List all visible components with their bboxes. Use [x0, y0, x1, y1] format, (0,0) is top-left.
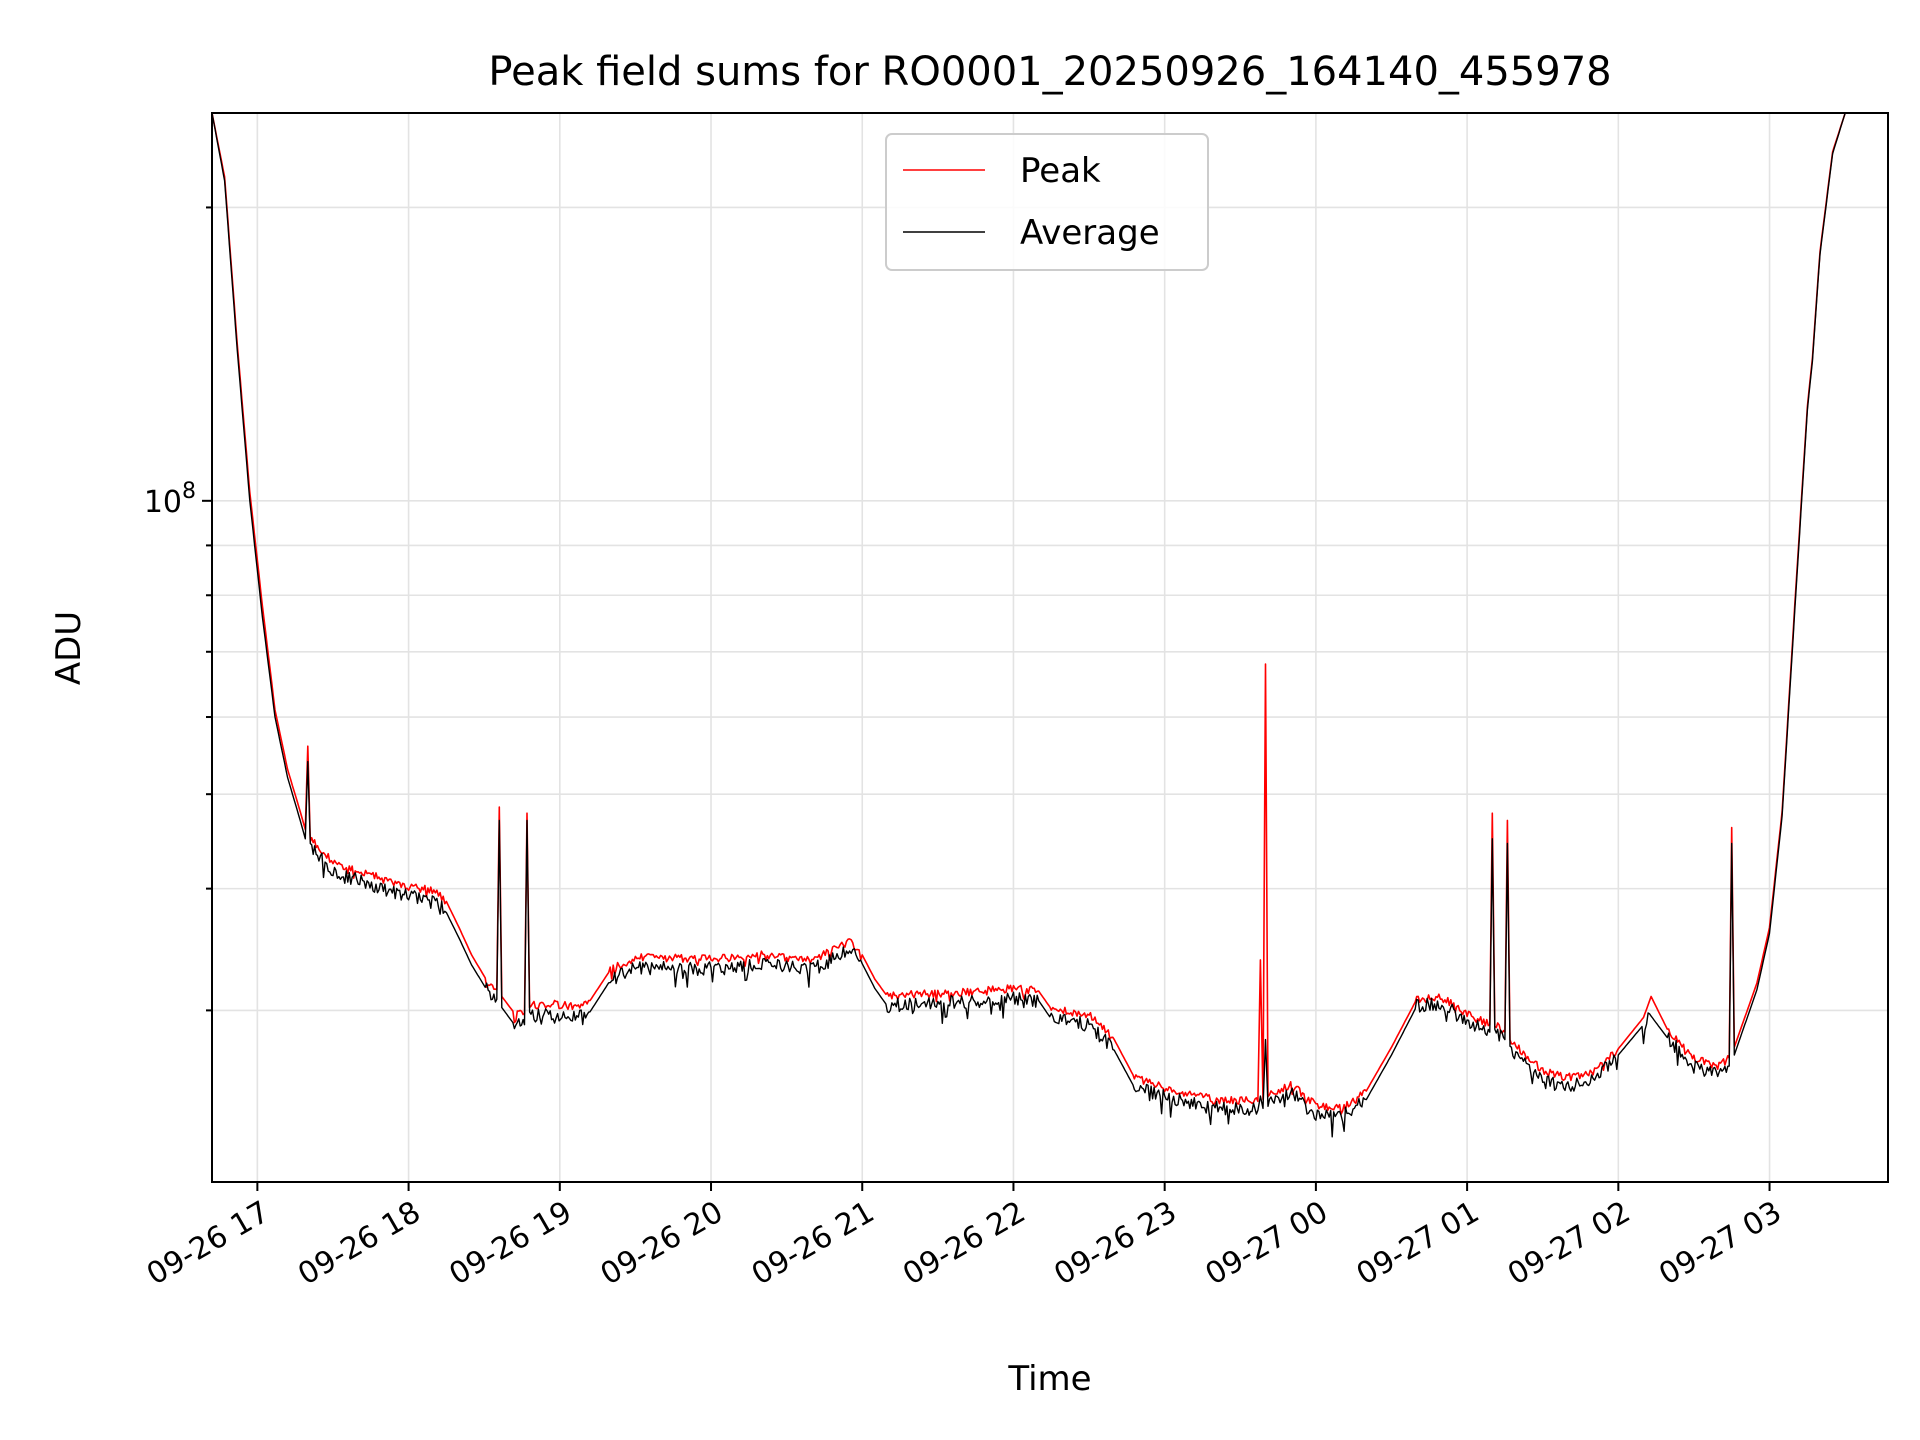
- y-axis-label: ADU: [49, 611, 89, 685]
- legend-label-peak: Peak: [1020, 151, 1101, 191]
- y-axis: 108: [144, 206, 212, 1012]
- plot-frame: [211, 112, 1889, 1183]
- x-axis-label: Time: [1007, 1359, 1091, 1399]
- legend-box: [885, 133, 1209, 271]
- series-layer: [212, 113, 1888, 1138]
- chart-title: Peak field sums for RO0001_20250926_1641…: [488, 49, 1611, 95]
- y-tick-label: 108: [144, 479, 196, 520]
- grid-lines: [212, 113, 1888, 1182]
- legend: Peak Average: [885, 133, 1209, 271]
- series-line-peak: [212, 113, 1888, 1115]
- series-line-average: [212, 113, 1888, 1138]
- legend-label-average: Average: [1020, 213, 1160, 253]
